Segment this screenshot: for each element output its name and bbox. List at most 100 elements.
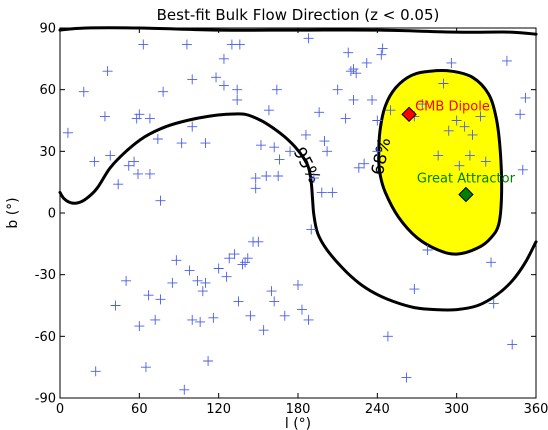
scatter-point [343,47,354,58]
scatter-point [152,134,163,144]
scatter-point [232,84,243,95]
great-attractor-marker [458,186,474,203]
scatter-point [417,99,428,110]
y-tick-label: 90 [39,22,56,37]
scatter-point [300,129,311,140]
scatter-point [501,55,512,66]
scatter-point [322,146,333,157]
y-tick-label: -90 [35,392,56,407]
scatter-point [475,111,486,122]
scatter-point [203,356,214,366]
scatter-point [467,129,478,140]
scatter-point [253,236,264,247]
scatter-point [443,125,454,136]
x-tick-label: 180 [286,402,311,417]
scatter-point [488,298,499,309]
scatter-point [129,156,140,167]
scatter-point [258,325,269,336]
scatter-point [138,39,149,50]
special-markers-layer: CMB Dipole Great Attractor [401,99,516,203]
x-tick-label: 60 [131,402,148,417]
scatter-point [515,109,526,120]
scatter-point [464,150,475,161]
scatter-point [105,150,116,161]
contour-95-line-0 [58,112,538,312]
scatter-point [240,257,251,268]
scatter-point [229,249,240,260]
scatter-point [167,277,178,288]
y-tick-label: -60 [35,330,56,345]
scatter-point [110,300,121,311]
scatter-point [285,146,296,157]
scatter-point [306,224,317,235]
scatter-point [62,127,73,138]
scatter-point [200,277,211,288]
scatter-point [274,154,285,165]
scatter-point [187,74,198,85]
scatter-point [131,113,142,124]
scatter-point [308,173,319,184]
x-tick-label: 0 [56,402,64,417]
scatter-point [261,171,272,181]
scatter-point [480,156,491,167]
ticks-layer [59,27,537,399]
scatter-point [237,259,248,270]
scatter-point [213,263,224,274]
scatter-point [303,314,314,325]
scatter-point [367,94,378,105]
scatter-point [353,162,364,173]
scatter-point [233,296,244,307]
scatter-point [200,138,211,149]
scatter-point [232,94,243,105]
x-axis-title: l (°) [285,416,311,430]
scatter-point [208,312,219,323]
scatter-point [176,138,187,149]
scatter-point [121,275,132,286]
scatter-point [269,296,280,307]
cmb-dipole-label: CMB Dipole [415,99,490,114]
y-axis-title: b (°) [5,197,21,228]
scatter-point [143,290,154,301]
scatter-point [134,109,145,120]
scatter-point [273,171,284,181]
scatter-point [451,115,462,126]
scatter-point [192,275,203,286]
scatter-point [345,66,356,77]
scatter-point [266,286,277,297]
scatter-point [382,331,393,342]
y-tick-label: 30 [39,145,56,160]
scatter-point [184,265,195,276]
scatter-point [433,150,444,161]
scatter-point [303,33,314,44]
scatter-point [187,121,198,132]
scatter-point [459,121,470,132]
scatter-points-layer [62,33,531,395]
scatter-point [293,279,303,290]
scatter-point [144,168,155,179]
scatter-point [245,310,256,321]
scatter-point [234,39,245,50]
scatter-point [314,107,325,118]
scatter-point [195,316,206,327]
labels-layer: Best-fit Bulk Flow Direction (z < 0.05) … [5,6,548,430]
scatter-point [134,321,145,332]
chart-title: Best-fit Bulk Flow Direction (z < 0.05) [157,6,440,24]
scatter-point [123,160,134,171]
scatter-point [181,39,192,50]
scatter-point [269,142,280,153]
scatter-point [520,92,531,103]
scatter-point [221,271,232,282]
scatter-point [316,187,327,198]
scatter-point [99,111,110,122]
scatter-point [224,253,235,264]
scatter-point [140,362,151,373]
scatter-point [348,64,359,75]
scatter-point [150,314,161,325]
scatter-point [359,158,370,169]
scatter-point [376,49,387,60]
scatter-point [438,78,449,89]
scatter-point [102,66,113,77]
scatter-point [401,372,412,383]
scatter-point [372,115,383,126]
